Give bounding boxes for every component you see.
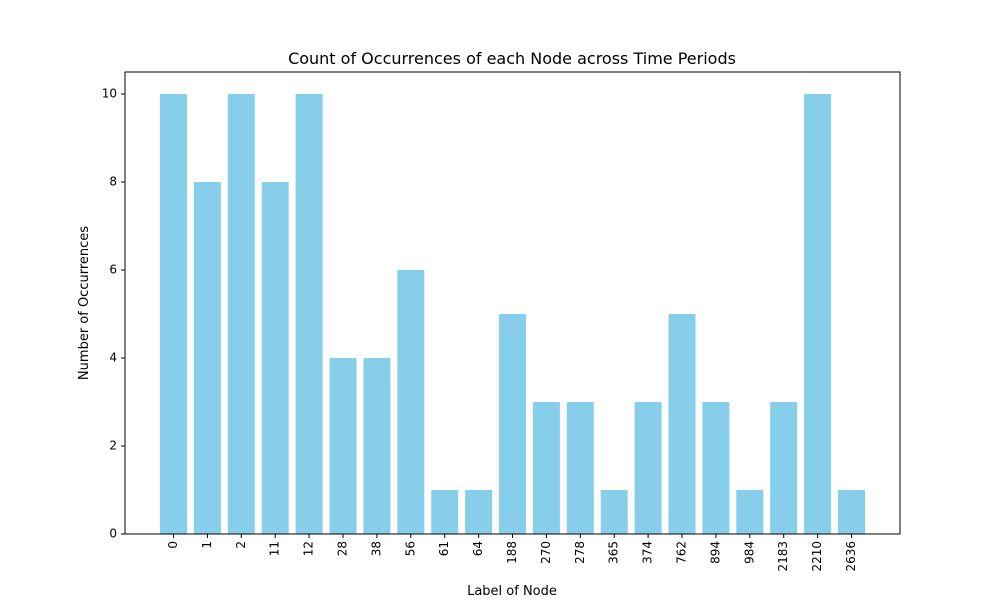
bar-2: [227, 94, 255, 534]
x-tick-label: 270: [539, 541, 553, 564]
x-tick-label: 38: [369, 541, 383, 556]
bar-28: [329, 358, 357, 534]
x-tick-label: 188: [505, 541, 519, 564]
bars: [160, 94, 865, 534]
x-tick-label: 11: [268, 541, 282, 556]
bar-374: [634, 402, 662, 534]
bar-762: [668, 314, 696, 534]
x-tick-label: 762: [675, 541, 689, 564]
x-axis: 0 1 2 11 12 28 38 56 61 64 188 270 278 365 374 762 894 98…: [166, 534, 858, 572]
bar-894: [702, 402, 730, 534]
bar-11: [261, 182, 289, 534]
y-tick-label: 4: [109, 351, 117, 365]
bar-0: [160, 94, 187, 534]
bar-984: [736, 490, 764, 534]
chart-title: Count of Occurrences of each Node across…: [288, 49, 736, 68]
x-tick-label: 61: [437, 541, 451, 556]
bar-1: [193, 182, 221, 534]
y-tick-label: 0: [109, 527, 117, 541]
x-tick-label: 2210: [810, 541, 824, 572]
bar-270: [532, 402, 560, 534]
bar-278: [566, 402, 594, 534]
plot-frame: [124, 71, 901, 535]
bar-64: [465, 490, 493, 534]
bar-188: [499, 314, 526, 534]
x-tick-label: 2636: [844, 541, 858, 572]
y-tick-label: 10: [102, 87, 117, 101]
x-tick-label: 12: [302, 541, 316, 556]
bar-2210: [804, 94, 832, 534]
x-tick-label: 278: [573, 541, 587, 564]
x-tick-label: 374: [641, 541, 655, 564]
bar-56: [397, 270, 425, 534]
y-tick-label: 6: [109, 263, 117, 277]
bar-365: [600, 490, 628, 534]
x-tick-label: 2183: [776, 541, 790, 572]
y-axis-label: Number of Occurrences: [77, 226, 92, 380]
x-tick-label: 28: [336, 541, 350, 556]
y-tick-label: 8: [109, 175, 117, 189]
x-tick-label: 56: [403, 541, 417, 556]
x-tick-label: 984: [742, 541, 756, 564]
x-tick-label: 365: [607, 541, 621, 564]
x-tick-label: 64: [471, 541, 485, 556]
x-tick-label: 2: [234, 541, 248, 549]
bar-2636: [838, 490, 865, 534]
bar-61: [431, 490, 459, 534]
x-tick-label: 894: [708, 541, 722, 564]
y-axis: 0 2 4 6 8 10: [102, 87, 125, 541]
bar-2183: [770, 402, 798, 534]
y-tick-label: 2: [109, 439, 117, 453]
x-axis-label: Label of Node: [467, 584, 557, 599]
bar-38: [363, 358, 391, 534]
x-tick-label: 1: [200, 541, 214, 549]
bar-12: [295, 94, 323, 534]
x-tick-label: 0: [166, 541, 180, 549]
